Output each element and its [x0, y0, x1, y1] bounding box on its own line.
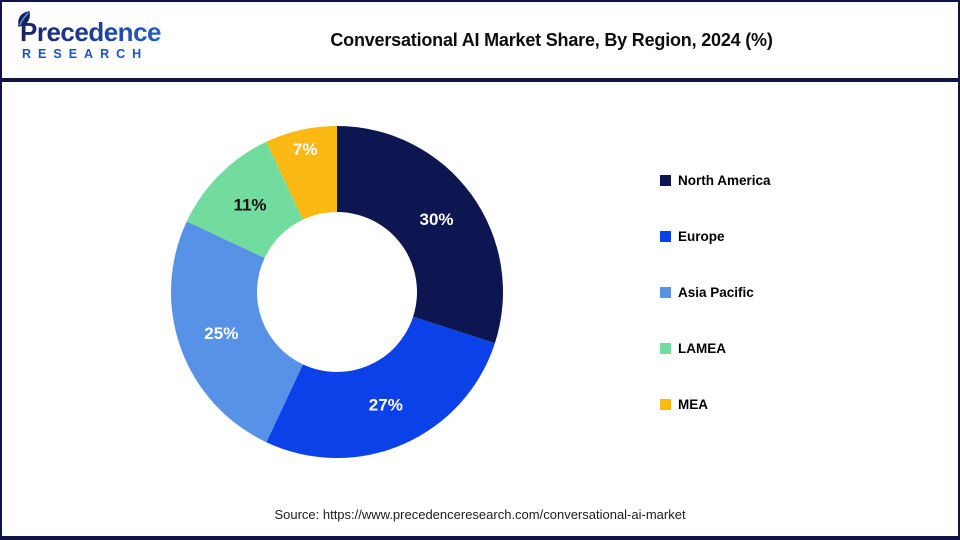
leaf-icon — [18, 11, 30, 28]
donut-segment-europe — [266, 316, 495, 459]
donut-label-asia-pacific: 25% — [204, 324, 238, 343]
legend-swatch-lamea — [660, 343, 671, 354]
legend-item-mea: MEA — [660, 397, 771, 412]
title-wrap: Conversational AI Market Share, By Regio… — [193, 30, 910, 51]
legend-item-lamea: LAMEA — [660, 341, 771, 356]
legend-label-europe: Europe — [678, 229, 725, 244]
brand-logo: Precedence RESEARCH — [18, 11, 193, 62]
legend: North America Europe Asia Pacific LAMEA MEA — [660, 173, 771, 412]
donut-chart: 30% 27% 25% 11% 7% — [171, 126, 504, 459]
legend-label-lamea: LAMEA — [678, 341, 726, 356]
legend-swatch-north-america — [660, 175, 671, 186]
legend-label-mea: MEA — [678, 397, 708, 412]
donut-segment-mea — [266, 126, 337, 220]
legend-swatch-mea — [660, 399, 671, 410]
header: Precedence RESEARCH Conversational AI Ma… — [2, 2, 958, 82]
source-note: Source: https://www.precedenceresearch.c… — [274, 507, 686, 522]
donut-label-mea: 7% — [293, 140, 318, 159]
brand-subtitle: RESEARCH — [22, 47, 149, 62]
legend-item-europe: Europe — [660, 229, 771, 244]
donut-label-north-america: 30% — [419, 210, 453, 229]
legend-swatch-europe — [660, 231, 671, 242]
brand-name-text: Precedence — [20, 17, 161, 48]
donut-segment-lamea — [186, 141, 303, 258]
donut-segment-asia-pacific — [171, 221, 303, 443]
chart-area: 30% 27% 25% 11% 7% North America Europe Asia P… — [2, 82, 958, 532]
chart-title: Conversational AI Market Share, By Regio… — [330, 29, 773, 50]
donut-segment-north-america — [337, 126, 504, 344]
brand-name: Precedence — [18, 11, 193, 48]
legend-item-asia-pacific: Asia Pacific — [660, 285, 771, 300]
legend-item-north-america: North America — [660, 173, 771, 188]
legend-label-north-america: North America — [678, 173, 771, 188]
legend-swatch-asia-pacific — [660, 287, 671, 298]
donut-label-europe: 27% — [369, 395, 403, 414]
legend-label-asia-pacific: Asia Pacific — [678, 285, 754, 300]
donut-label-lamea: 11% — [233, 196, 266, 215]
